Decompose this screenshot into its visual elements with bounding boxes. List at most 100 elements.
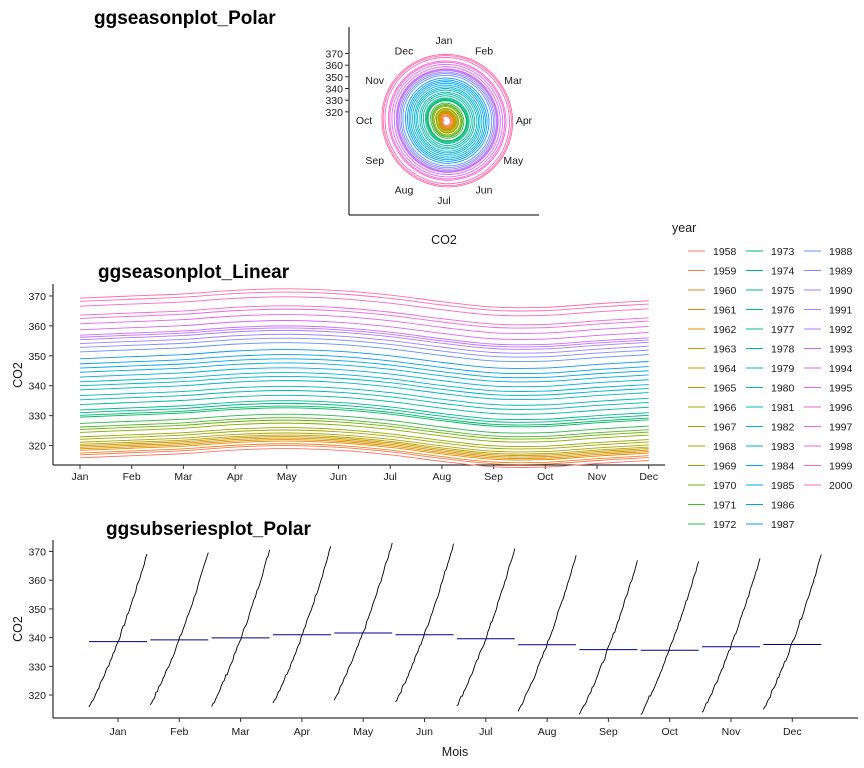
polar-month-label: Feb [475, 46, 493, 58]
legend-year-label: 1994 [829, 363, 853, 375]
subseries-x-tick-label: Jun [416, 726, 433, 738]
subseries-y-axis-label: CO2 [11, 616, 25, 642]
linear-year-line [79, 327, 649, 348]
subseries-x-tick-label: Apr [294, 726, 311, 738]
linear-x-tick-label: May [277, 471, 298, 483]
subseries-y-tick-label: 320 [28, 690, 46, 702]
polar-year-ring [419, 91, 476, 150]
linear-year-line [79, 291, 649, 312]
polar-chart-title: ggseasonplot_Polar [94, 8, 276, 29]
linear-year-line [79, 385, 649, 406]
polar-year-ring [405, 77, 490, 164]
legend-year-label: 1981 [771, 402, 795, 414]
polar-year-ring [438, 111, 456, 131]
polar-month-label: Dec [395, 46, 414, 58]
linear-y-tick-label: 340 [28, 381, 46, 393]
legend-year-label: 1966 [713, 402, 737, 414]
legend-year-label: 1963 [713, 344, 737, 356]
polar-r-tick-label: 370 [325, 49, 343, 61]
subseries-line [701, 558, 761, 713]
linear-year-line [79, 372, 649, 392]
subseries-y-tick-label: 350 [28, 604, 46, 616]
legend-item: 1987 [746, 519, 795, 531]
subseries-chart-title: ggsubseriesplot_Polar [106, 519, 311, 540]
legend-year-label: 1961 [713, 305, 737, 317]
linear-year-line [79, 308, 649, 329]
legend-item: 1988 [804, 246, 853, 258]
legend-year-label: 1977 [771, 324, 795, 336]
linear-x-tick-label: Feb [123, 471, 141, 483]
linear-year-line [79, 329, 649, 350]
linear-year-line [79, 314, 649, 334]
legend-year-label: 1969 [713, 461, 737, 473]
legend-year-label: 1996 [829, 402, 853, 414]
legend-year-label: 1990 [829, 285, 853, 297]
legend-item: 1980 [746, 383, 795, 395]
legend-year-label: 1978 [771, 344, 795, 356]
linear-y-tick-label: 350 [28, 351, 46, 363]
linear-year-line [79, 358, 649, 379]
subseries-y-tick-label: 360 [28, 575, 46, 587]
legend-item: 1973 [746, 246, 795, 258]
linear-year-line [79, 407, 649, 428]
polar-year-ring [433, 106, 461, 136]
linear-year-line [79, 375, 649, 396]
linear-year-line [79, 296, 649, 317]
polar-year-ring [399, 71, 496, 170]
legend-year-label: 1997 [829, 422, 853, 434]
legend-item: 1981 [746, 402, 795, 414]
linear-y-axis-label: CO2 [11, 362, 25, 388]
polar-month-label: Nov [365, 75, 384, 87]
legend-item: 1999 [804, 461, 853, 473]
linear-year-line [79, 390, 649, 410]
polar-year-ring [420, 93, 474, 148]
polar-month-label: Jun [476, 184, 493, 196]
legend-item: 1983 [746, 441, 795, 453]
linear-year-line [79, 394, 649, 415]
linear-year-line [79, 349, 649, 369]
polar-year-ring [408, 81, 486, 161]
legend-item: 1989 [804, 266, 853, 278]
legend-item: 1967 [688, 422, 737, 434]
subseries-y-tick-label: 340 [28, 633, 46, 645]
subseries-month-group [456, 548, 516, 707]
legend-item: 1991 [804, 305, 853, 317]
legend-items: 1958 1959 1960 1961 1962 1963 1964 1965 1966 1967… [688, 246, 853, 531]
subseries-x-tick-label: Jan [110, 726, 127, 738]
legend-year-label: 1989 [829, 266, 853, 278]
linear-y-tick-label: 330 [28, 411, 46, 423]
linear-year-line [79, 342, 649, 363]
linear-year-line [79, 445, 649, 465]
polar-year-ring [425, 98, 469, 143]
linear-year-line [79, 439, 649, 459]
subseries-line [395, 543, 454, 703]
linear-x-tick-label: Jun [330, 471, 347, 483]
polar-year-ring [389, 61, 506, 180]
legend-item: 1990 [804, 285, 853, 297]
polar-r-tick-label: 340 [325, 84, 343, 96]
subseries-x-tick-label: Nov [722, 726, 741, 738]
linear-seasonal-panel: ggseasonplot_Linear 320 330 340 350 360 370 J… [11, 262, 665, 483]
linear-year-line [79, 320, 649, 340]
linear-year-line [79, 413, 649, 434]
legend-year-label: 1980 [771, 383, 795, 395]
polar-year-ring [432, 104, 462, 137]
polar-month-labels: Jan Feb Mar Apr May Jun Jul Aug Sep Oct Nov Dec [356, 35, 533, 207]
legend-year-label: 1959 [713, 266, 737, 278]
linear-year-line [79, 432, 649, 453]
linear-year-line [79, 380, 649, 401]
linear-year-line [79, 417, 649, 438]
polar-year-ring [424, 97, 470, 144]
subseries-x-tick-label: Sep [599, 726, 618, 738]
polar-year-ring [400, 73, 494, 169]
linear-x-tick-label: Dec [639, 471, 658, 483]
polar-r-tick-label: 350 [325, 72, 343, 84]
polar-year-ring [402, 74, 493, 167]
legend-year-label: 1972 [713, 519, 737, 531]
subseries-line [149, 552, 209, 706]
linear-x-tick-label: Aug [433, 471, 452, 483]
legend-item: 1969 [688, 461, 737, 473]
legend-year-label: 1995 [829, 383, 853, 395]
linear-x-tick-label: Nov [588, 471, 607, 483]
